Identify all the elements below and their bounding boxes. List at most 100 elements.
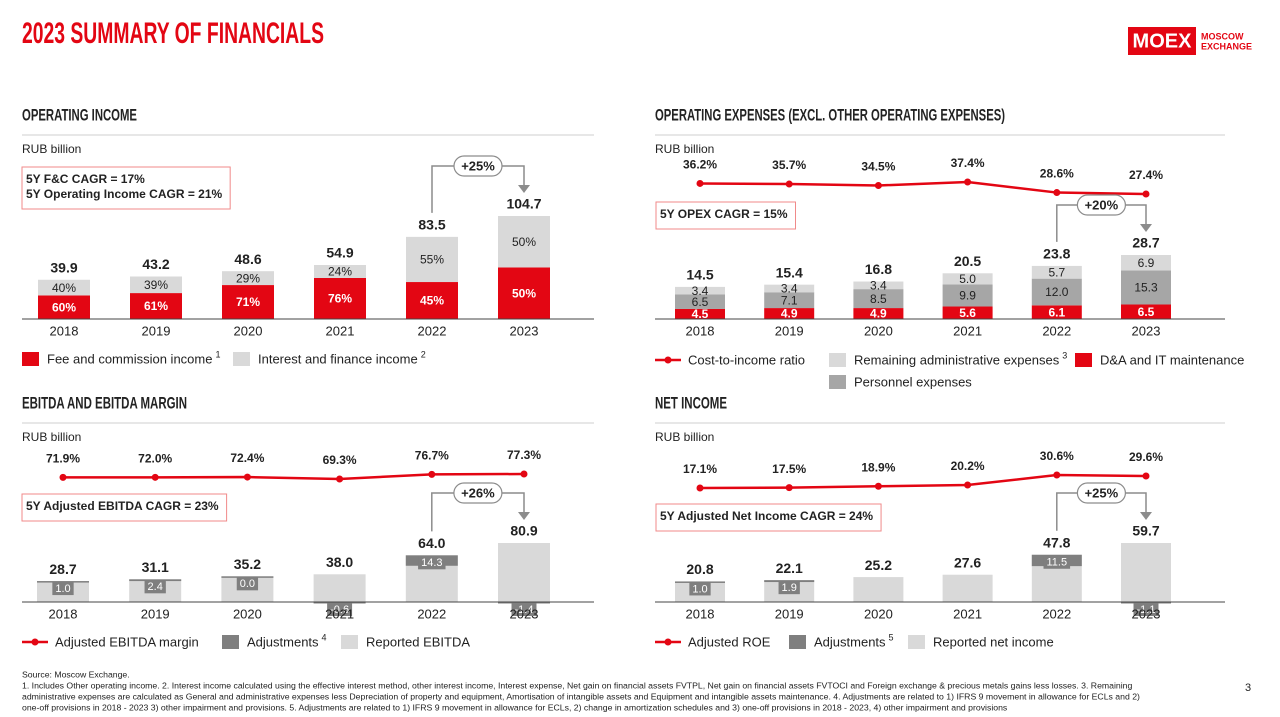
line-label: 72.4% bbox=[230, 451, 264, 465]
x-tick-label: 2020 bbox=[233, 606, 262, 621]
growth-box bbox=[1076, 194, 1127, 216]
adjustment bbox=[313, 602, 366, 604]
adjustment-label: 1.0 bbox=[692, 583, 707, 595]
growth-box bbox=[453, 482, 503, 504]
growth-box bbox=[453, 155, 503, 177]
segment-label: 4.9 bbox=[781, 307, 798, 321]
segment-label: 5.7 bbox=[1048, 265, 1065, 279]
segment-label: 50% bbox=[512, 286, 536, 300]
adjustment-label: -0.6 bbox=[330, 604, 349, 616]
x-tick-label: 2022 bbox=[1042, 323, 1071, 338]
growth-arrow bbox=[1140, 224, 1152, 232]
legend-label: Remaining administrative expenses bbox=[854, 352, 1060, 367]
total-label: 20.5 bbox=[954, 253, 981, 269]
adjustment-label: 1.0 bbox=[55, 583, 70, 595]
legend-label: Personnel expenses bbox=[854, 374, 972, 389]
bar-label: 27.6 bbox=[954, 554, 981, 570]
adjustment bbox=[129, 579, 182, 582]
bar-segment bbox=[406, 282, 458, 319]
adjustment-label: 0.0 bbox=[240, 578, 255, 590]
x-tick-label: 2018 bbox=[50, 323, 79, 338]
adjustment-label-box bbox=[689, 582, 711, 596]
bar-segment bbox=[498, 216, 550, 268]
bar-segment bbox=[314, 264, 366, 278]
legend-swatch bbox=[222, 635, 239, 649]
bar-segment bbox=[853, 308, 904, 319]
legend-swatch bbox=[829, 353, 846, 367]
bar-segment bbox=[764, 292, 815, 309]
annotation-box bbox=[21, 166, 231, 210]
adjustment-label-box bbox=[327, 603, 353, 616]
segment-label: 55% bbox=[420, 253, 444, 267]
footnote: administrative expenses are calculated a… bbox=[22, 691, 1140, 701]
bar-segment bbox=[130, 293, 182, 319]
unit-label: RUB billion bbox=[22, 430, 81, 444]
line-marker bbox=[336, 475, 344, 483]
x-tick-label: 2018 bbox=[686, 323, 715, 338]
annotation-box bbox=[21, 493, 228, 522]
legend-note: 3 bbox=[1062, 350, 1067, 360]
bar-label: 47.8 bbox=[1043, 534, 1070, 550]
legend-label: Reported EBITDA bbox=[366, 634, 470, 649]
bar-segment bbox=[675, 294, 725, 309]
bar-label: 35.2 bbox=[234, 556, 261, 572]
adjustment-label-box bbox=[52, 582, 74, 596]
x-tick-label: 2023 bbox=[1132, 606, 1161, 621]
legend-label: Adjustments bbox=[247, 634, 319, 649]
bar bbox=[942, 574, 993, 602]
section-title: OPERATING EXPENSES (EXCL. OTHER OPERATIN… bbox=[655, 105, 1005, 124]
legend-marker bbox=[664, 356, 672, 364]
adjustment-label-box bbox=[1133, 603, 1159, 616]
line-marker bbox=[59, 473, 67, 481]
bar-segment bbox=[130, 276, 182, 294]
logo-text: EXCHANGE bbox=[1201, 41, 1252, 51]
x-tick-label: 2020 bbox=[234, 323, 263, 338]
legend-label: Interest and finance income bbox=[258, 351, 418, 366]
segment-label: 76% bbox=[328, 292, 352, 306]
x-tick-label: 2022 bbox=[418, 323, 447, 338]
line-label: 20.2% bbox=[951, 459, 985, 473]
segment-label: 3.4 bbox=[781, 282, 798, 296]
segment-label: 6.5 bbox=[692, 295, 709, 309]
growth-label: +26% bbox=[461, 485, 495, 500]
segment-label: 4.5 bbox=[692, 307, 709, 321]
legend-marker bbox=[664, 638, 672, 646]
segment-label: 8.5 bbox=[870, 292, 887, 306]
growth-box bbox=[1076, 482, 1127, 504]
bar-segment bbox=[1031, 265, 1082, 279]
section-title: EBITDA AND EBITDA MARGIN bbox=[22, 393, 187, 412]
segment-label: 60% bbox=[52, 300, 76, 314]
adjustment bbox=[221, 576, 274, 578]
legend-swatch bbox=[908, 635, 925, 649]
x-tick-label: 2018 bbox=[49, 606, 78, 621]
line-label: 29.6% bbox=[1129, 450, 1163, 464]
line bbox=[699, 180, 1147, 196]
line-label: 18.9% bbox=[861, 460, 895, 474]
segment-label: 12.0 bbox=[1045, 285, 1069, 299]
segment-label: 3.4 bbox=[870, 278, 887, 292]
bar-segment bbox=[764, 284, 815, 293]
x-tick-label: 2021 bbox=[325, 606, 354, 621]
line-label: 36.2% bbox=[683, 158, 717, 172]
total-label: 16.8 bbox=[865, 261, 892, 277]
x-tick-label: 2019 bbox=[141, 606, 170, 621]
annotation: 5Y Operating Income CAGR = 21% bbox=[26, 187, 223, 201]
total-label: 39.9 bbox=[50, 259, 77, 275]
growth-arrow bbox=[518, 185, 530, 193]
adjustment-label: 11.5 bbox=[1047, 557, 1068, 569]
bar-segment bbox=[764, 308, 815, 319]
annotation-box bbox=[655, 201, 796, 230]
legend-note: 4 bbox=[322, 632, 327, 642]
bar-segment bbox=[853, 289, 904, 309]
segment-label: 9.9 bbox=[959, 289, 976, 303]
bar-segment bbox=[1121, 255, 1171, 271]
segment-label: 15.3 bbox=[1134, 281, 1158, 295]
adjustment bbox=[1121, 602, 1171, 604]
segment-label: 5.6 bbox=[959, 306, 976, 320]
bar-label: 64.0 bbox=[418, 535, 445, 551]
line-marker bbox=[696, 179, 704, 187]
total-label: 43.2 bbox=[142, 256, 169, 272]
logo-text: MOSCOW bbox=[1201, 31, 1244, 41]
bar bbox=[313, 574, 366, 602]
total-label: 15.4 bbox=[776, 264, 803, 280]
